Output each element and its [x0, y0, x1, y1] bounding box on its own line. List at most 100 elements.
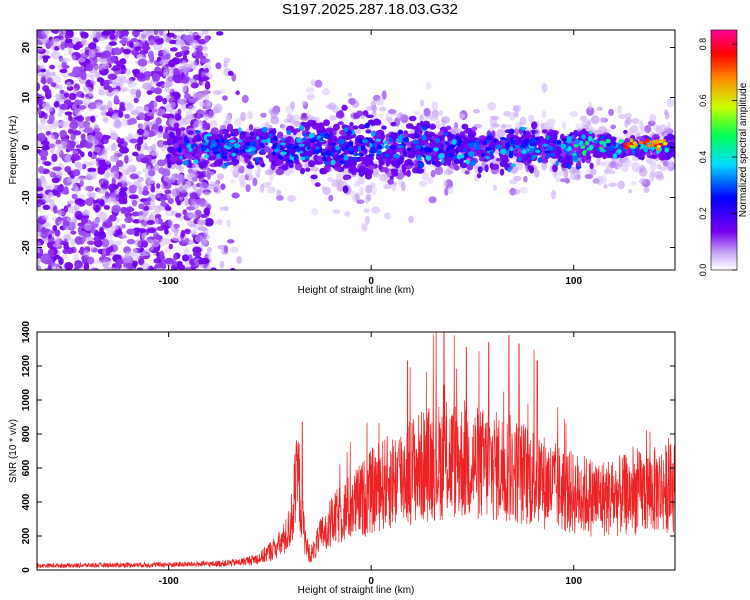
- spectrogram-cell: [162, 140, 169, 146]
- spectrogram-cell: [112, 171, 120, 180]
- spectrogram-cell: [132, 69, 139, 74]
- spectrogram-cell: [206, 247, 213, 253]
- spectrogram-cell: [131, 199, 138, 207]
- spectrogram-cell: [519, 116, 527, 126]
- spectrogram-cell: [88, 192, 96, 200]
- spectrogram-cell: [132, 260, 138, 268]
- spectrogram-cell: [528, 114, 535, 123]
- spectrogram-cell: [393, 153, 400, 159]
- spectrogram-cell: [112, 134, 119, 141]
- spectrogram-cell: [653, 124, 659, 131]
- spectrogram-cell: [343, 154, 349, 161]
- spectrogram-cell: [53, 190, 59, 196]
- spectrogram-cell: [203, 154, 210, 159]
- spectrogram-cell: [174, 51, 183, 58]
- spectrogram-cell: [294, 163, 303, 171]
- spectrogram-cell: [163, 181, 168, 187]
- spectrogram-cell: [267, 133, 273, 138]
- spectrogram-cell: [422, 154, 426, 158]
- spectrogram-cell: [68, 92, 77, 101]
- spectrogram-cell: [593, 139, 599, 144]
- spectrogram-cell: [58, 256, 64, 266]
- spectrogram-cell: [162, 68, 168, 78]
- spectrogram-cell: [108, 85, 113, 93]
- spectrogram-cell: [40, 38, 50, 44]
- spectrogram-cell: [96, 76, 104, 83]
- spectrogram-cell: [215, 31, 224, 36]
- spectrogram-cell: [41, 102, 51, 110]
- spectrogram-cell: [195, 268, 201, 270]
- spectrogram-cell: [107, 100, 113, 109]
- spectrogram-cell: [108, 245, 114, 253]
- spectrogram-cell: [122, 48, 132, 55]
- spectrogram-cell: [403, 171, 408, 176]
- spectrogram-cell: [431, 160, 436, 165]
- spectrogram-cell: [521, 149, 527, 155]
- spectrogram-cell: [445, 155, 453, 163]
- spectrogram-cell: [87, 161, 93, 166]
- spectrogram-cell: [59, 129, 67, 139]
- spectrogram-cell: [260, 162, 265, 168]
- spectrogram-cell: [118, 223, 127, 230]
- spectrogram-cell: [210, 127, 219, 135]
- spectrogram-cell: [83, 222, 93, 232]
- spectrogram-cell: [142, 221, 148, 227]
- spectrogram-cell: [592, 153, 602, 158]
- spectrogram-cell: [343, 160, 347, 167]
- spectrogram-cell: [426, 161, 432, 165]
- spectrogram-cell: [218, 158, 223, 165]
- spectrogram-cell: [72, 66, 82, 74]
- spectrogram-cell: [200, 58, 210, 63]
- spectrogram-cell: [408, 161, 415, 166]
- spectrogram-cell: [623, 145, 628, 149]
- spectrogram-cell: [499, 168, 505, 176]
- spectrogram-cell: [407, 154, 416, 159]
- spectrogram-cell: [182, 160, 189, 166]
- spectrogram-y-tick-label: 0: [21, 144, 32, 150]
- spectrogram-cell: [216, 153, 221, 159]
- spectrogram-cell: [101, 116, 109, 122]
- spectrogram-cell: [569, 111, 578, 117]
- spectrogram-cell: [214, 180, 220, 190]
- spectrogram-cell: [190, 229, 197, 236]
- spectrogram-cell: [372, 172, 381, 178]
- spectrogram-cell: [441, 116, 451, 124]
- spectrogram-cell: [57, 145, 68, 151]
- spectrogram-cell: [86, 256, 95, 265]
- spectrogram-cell: [79, 246, 85, 256]
- spectrogram-cell: [650, 169, 656, 178]
- snr-y-tick-label: 1200: [21, 354, 32, 377]
- spectrogram-cell: [555, 160, 559, 167]
- spectrogram-cell: [94, 131, 103, 141]
- spectrogram-cell: [360, 147, 365, 151]
- spectrogram-cell: [151, 73, 161, 82]
- spectrogram-cell: [39, 68, 47, 73]
- spectrogram-cell: [215, 138, 220, 143]
- spectrogram-cell: [358, 152, 364, 157]
- spectrogram-cell: [458, 113, 466, 120]
- spectrogram-cell: [369, 168, 374, 175]
- spectrogram-cell: [446, 133, 456, 139]
- spectrogram-cell: [383, 183, 392, 190]
- spectrogram-cell: [347, 92, 353, 98]
- spectrogram-cell: [295, 147, 301, 152]
- spectrogram-cell: [217, 244, 228, 250]
- spectrogram-cell: [80, 48, 85, 55]
- spectrogram-cell: [170, 30, 180, 33]
- spectrogram-cell: [41, 181, 49, 189]
- spectrogram-cell: [331, 179, 340, 188]
- spectrogram-cell: [184, 196, 189, 201]
- spectrogram-cell: [239, 181, 248, 188]
- spectrogram-cell: [63, 243, 70, 250]
- spectrogram-cell: [164, 209, 175, 217]
- spectrogram-x-ticks: -100 0 100: [159, 30, 583, 287]
- spectrogram-cell: [243, 156, 249, 164]
- spectrogram-cell: [189, 192, 199, 199]
- spectrogram-cell: [40, 118, 46, 123]
- spectrogram-cell: [546, 153, 551, 159]
- spectrogram-cell: [286, 130, 292, 135]
- spectrogram-cell: [375, 138, 381, 142]
- spectrogram-cell: [475, 139, 480, 146]
- spectrogram-cell: [233, 142, 241, 149]
